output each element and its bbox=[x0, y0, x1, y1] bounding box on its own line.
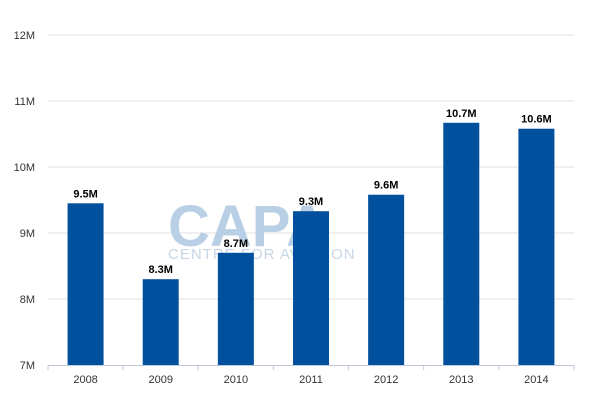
y-tick-label: 7M bbox=[20, 360, 35, 372]
bar-2009 bbox=[142, 279, 179, 365]
x-axis: 2008 2009 2010 2011 2012 2013 2014 bbox=[47, 365, 575, 386]
x-tick-label: 2013 bbox=[449, 374, 473, 386]
bar-2011 bbox=[293, 211, 329, 365]
gridlines bbox=[48, 34, 574, 300]
x-tick-label: 2010 bbox=[224, 374, 248, 386]
x-tick-label: 2009 bbox=[148, 374, 172, 386]
data-label-2008: 9.5M bbox=[73, 188, 97, 200]
y-tick-label: 10M bbox=[14, 162, 35, 174]
data-label-2011: 9.3M bbox=[299, 196, 323, 208]
y-tick-label: 11M bbox=[14, 96, 35, 108]
bars bbox=[67, 122, 555, 365]
y-tick-label: 12M bbox=[14, 30, 35, 42]
data-label-2009: 8.3M bbox=[148, 264, 172, 276]
y-tick-label: 9M bbox=[20, 228, 35, 240]
bar-2010 bbox=[217, 252, 254, 365]
data-label-2012: 9.6M bbox=[374, 180, 398, 192]
bar-2012 bbox=[368, 194, 405, 365]
data-label-2013: 10.7M bbox=[446, 108, 477, 120]
x-tick-label: 2014 bbox=[524, 374, 548, 386]
y-axis: 7M 8M 9M 10M 11M 12M bbox=[14, 30, 35, 372]
data-label-2010: 8.7M bbox=[224, 238, 248, 250]
x-tick-label: 2012 bbox=[374, 374, 398, 386]
data-label-2014: 10.6M bbox=[521, 114, 552, 126]
bar-2013 bbox=[443, 122, 480, 365]
bar-2008 bbox=[67, 203, 104, 365]
y-tick-label: 8M bbox=[20, 294, 35, 306]
bar-2014 bbox=[518, 128, 555, 365]
data-labels: 9.5M 8.3M 8.7M 9.3M 9.6M 10.7M 10.6M bbox=[73, 108, 551, 276]
x-tick-label: 2008 bbox=[73, 374, 97, 386]
x-tick-label: 2011 bbox=[299, 374, 323, 386]
